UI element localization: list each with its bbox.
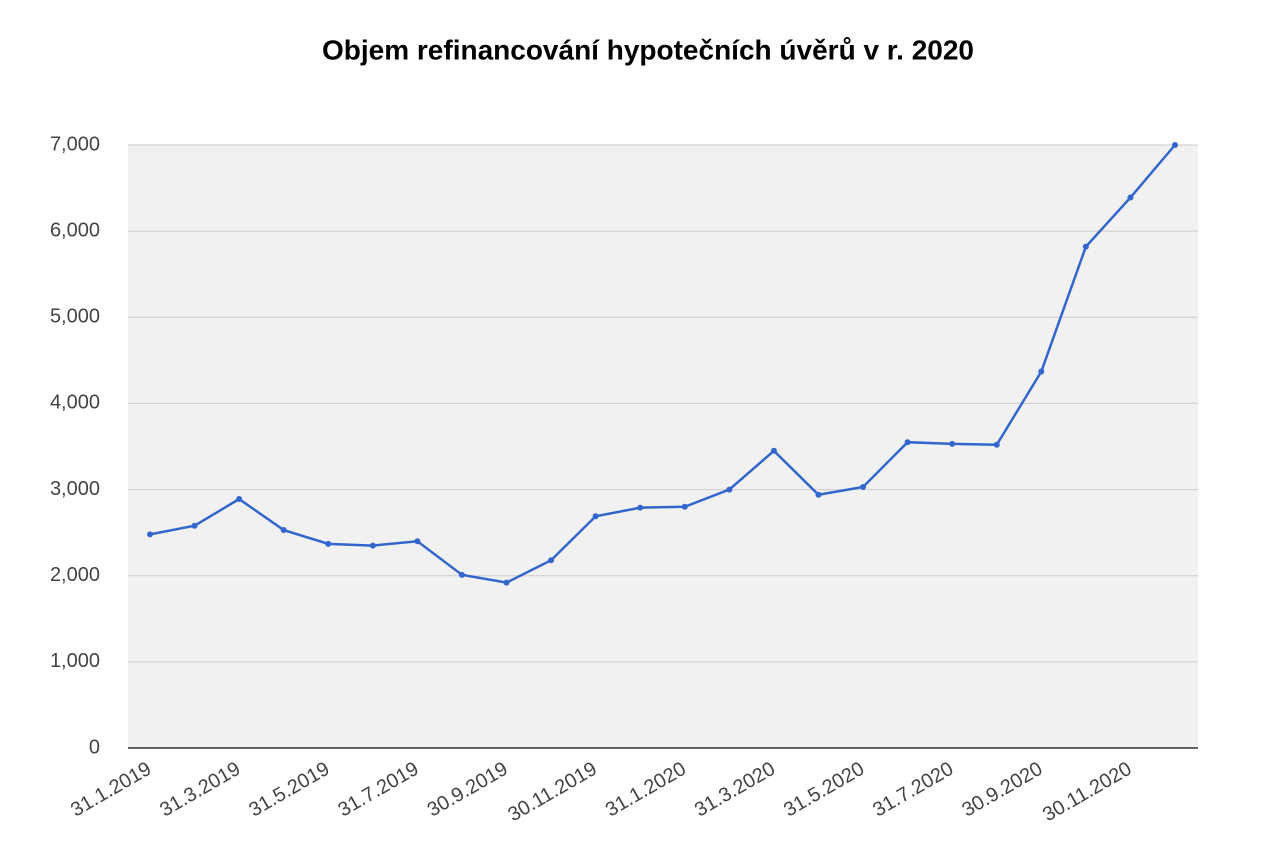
y-tick-label: 2,000 [50, 564, 100, 586]
point [503, 579, 510, 586]
y-tick-label: 1,000 [50, 650, 100, 672]
line [149, 144, 1176, 584]
y-tick-label: 5,000 [50, 306, 100, 328]
point [681, 503, 688, 510]
y-tick-label: 3,000 [50, 478, 100, 500]
y-tick-label: 7,000 [50, 133, 100, 155]
x-tick-label: 31.1.2020 [602, 758, 690, 822]
point [637, 504, 644, 511]
x-tick-label: 31.7.2020 [869, 758, 957, 822]
x-tick-label: 31.3.2019 [156, 758, 244, 822]
point [369, 542, 376, 549]
x-tick-label: 31.5.2019 [245, 758, 333, 822]
x-tick-label: 30.9.2019 [424, 758, 512, 822]
y-tick-label: 4,000 [50, 392, 100, 414]
point [1127, 194, 1134, 201]
point [904, 439, 911, 446]
point [325, 540, 332, 547]
point [236, 496, 243, 503]
point [548, 557, 555, 564]
x-tick-label: 31.5.2020 [780, 758, 868, 822]
y-tick-label: 0 [89, 736, 100, 758]
point [1172, 142, 1178, 148]
point [191, 522, 198, 529]
x-tick-label: 30.11.2019 [504, 758, 600, 826]
point [592, 513, 599, 520]
point [815, 491, 822, 498]
point [860, 483, 867, 490]
point [280, 527, 287, 534]
point [1082, 243, 1089, 250]
x-tick-label: 31.1.2019 [67, 758, 155, 822]
x-tick-label: 30.9.2020 [958, 758, 1046, 822]
point [726, 486, 733, 493]
plot-area [128, 145, 1198, 748]
point [1038, 368, 1045, 375]
point [770, 447, 777, 454]
y-tick-label: 6,000 [50, 219, 100, 241]
x-tick-label: 30.11.2020 [1039, 758, 1135, 826]
point [993, 441, 1000, 448]
point [414, 538, 421, 545]
x-tick-label: 31.3.2020 [691, 758, 779, 822]
x-tick-label: 31.7.2019 [334, 758, 422, 822]
point [147, 531, 153, 538]
point [949, 440, 956, 447]
chart-title: Objem refinancování hypotečních úvěrů v … [322, 34, 974, 65]
point [458, 571, 465, 578]
